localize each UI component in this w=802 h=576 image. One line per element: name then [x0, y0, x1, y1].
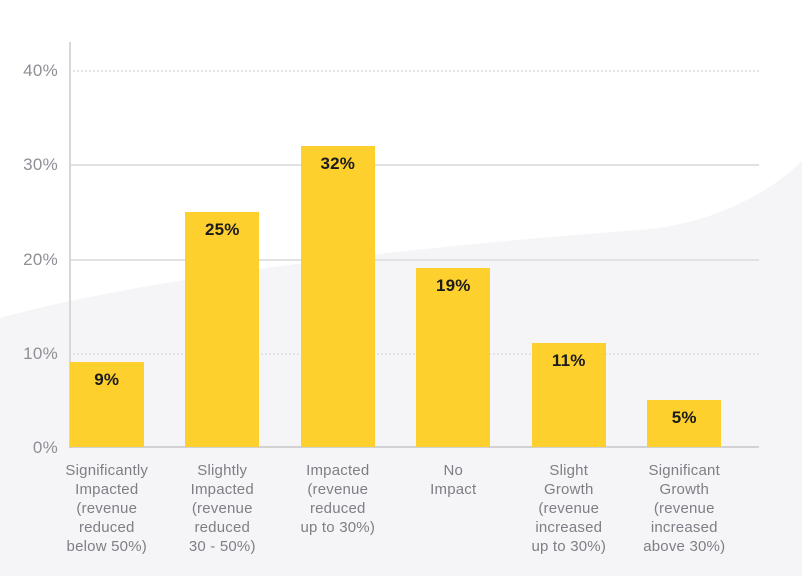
x-category-label-line: Growth: [659, 481, 710, 498]
bar-5: 11%: [531, 343, 606, 447]
x-category-label-line: (revenue: [76, 500, 138, 517]
bar-value-label: 25%: [204, 219, 240, 239]
x-category-label-line: (revenue: [653, 500, 715, 517]
y-tick-label: 30%: [23, 155, 58, 175]
bar-value-label: 19%: [435, 276, 471, 296]
x-category-label: No Impact: [396, 461, 512, 556]
x-category-label-line: No: [443, 462, 464, 479]
x-category-label-line: reduced: [309, 500, 366, 517]
x-category-label-line: reduced: [194, 519, 251, 536]
x-category-label: Significant Growth (revenue increased above …: [627, 461, 743, 556]
x-category-label-line: Impacted: [75, 481, 139, 498]
bar-value-label: 9%: [94, 370, 120, 390]
bar-value-label: 11%: [551, 351, 586, 371]
bar-4: 19%: [416, 268, 491, 447]
bar-value-label: 32%: [320, 153, 356, 173]
bar-1: 9%: [69, 362, 144, 447]
gridline-10%: [69, 352, 759, 355]
x-axis-category-labels: Significantly Impacted (revenue reduced belo…: [49, 461, 742, 556]
bars-layer: 9% 25% 32% 19% 11% 5%: [49, 42, 742, 447]
x-category-label: Slightly Impacted (revenue reduced 30 - 50%): [165, 461, 281, 556]
gridline-40%: [69, 70, 759, 73]
x-category-label-line: increased: [650, 519, 718, 536]
x-category-label-line: up to 30%): [531, 538, 607, 555]
x-category-label-line: Significantly: [65, 462, 149, 479]
y-tick-label: 10%: [23, 343, 58, 363]
x-category-label-line: Impact: [430, 481, 477, 498]
bar-6: 5%: [647, 399, 722, 447]
y-tick-label: 0%: [32, 438, 58, 457]
x-category-label: Significantly Impacted (revenue reduced belo…: [49, 461, 165, 556]
bar-value-label: 5%: [671, 407, 697, 427]
x-category-label-line: Significant: [648, 462, 720, 479]
x-category-label-line: Slight: [549, 462, 589, 479]
x-category-label-line: (revenue: [538, 500, 600, 517]
x-category-label: Slight Growth (revenue increased up to 30%): [511, 461, 627, 556]
bar-column: 32%: [280, 42, 396, 447]
x-category-label-line: increased: [535, 519, 603, 536]
bar-2: 25%: [185, 211, 260, 447]
gridline-20%: [69, 258, 759, 261]
x-category-label-line: above 30%): [643, 538, 726, 555]
x-category-label-line: 30 - 50%): [188, 538, 256, 555]
bar-3: 32%: [300, 145, 375, 447]
x-category-label-line: Impacted: [190, 481, 254, 498]
x-category-label-line: Slightly: [197, 462, 248, 479]
x-category-label: Impacted (revenue reduced up to 30%): [280, 461, 396, 556]
x-category-label-line: reduced: [78, 519, 135, 536]
x-category-label-line: below 50%): [66, 538, 147, 555]
bar-column: 25%: [165, 42, 281, 447]
x-category-label-line: (revenue: [191, 500, 253, 517]
bar-column: 11%: [511, 42, 627, 447]
y-axis-line: [69, 42, 71, 447]
bar-column: 19%: [396, 42, 512, 447]
wave-shape: [0, 161, 802, 576]
bar-column: 9%: [49, 42, 165, 447]
x-axis-baseline: [69, 446, 759, 448]
gridline-30%: [69, 164, 759, 167]
x-category-label-line: (revenue: [307, 481, 369, 498]
y-tick-label: 40%: [23, 61, 58, 81]
x-category-label-line: Growth: [543, 481, 594, 498]
bar-column: 5%: [627, 42, 743, 447]
x-category-label-line: up to 30%): [300, 519, 376, 536]
plot-area: [69, 42, 759, 447]
y-tick-label: 20%: [23, 249, 58, 269]
x-category-label-line: Impacted: [306, 462, 370, 479]
